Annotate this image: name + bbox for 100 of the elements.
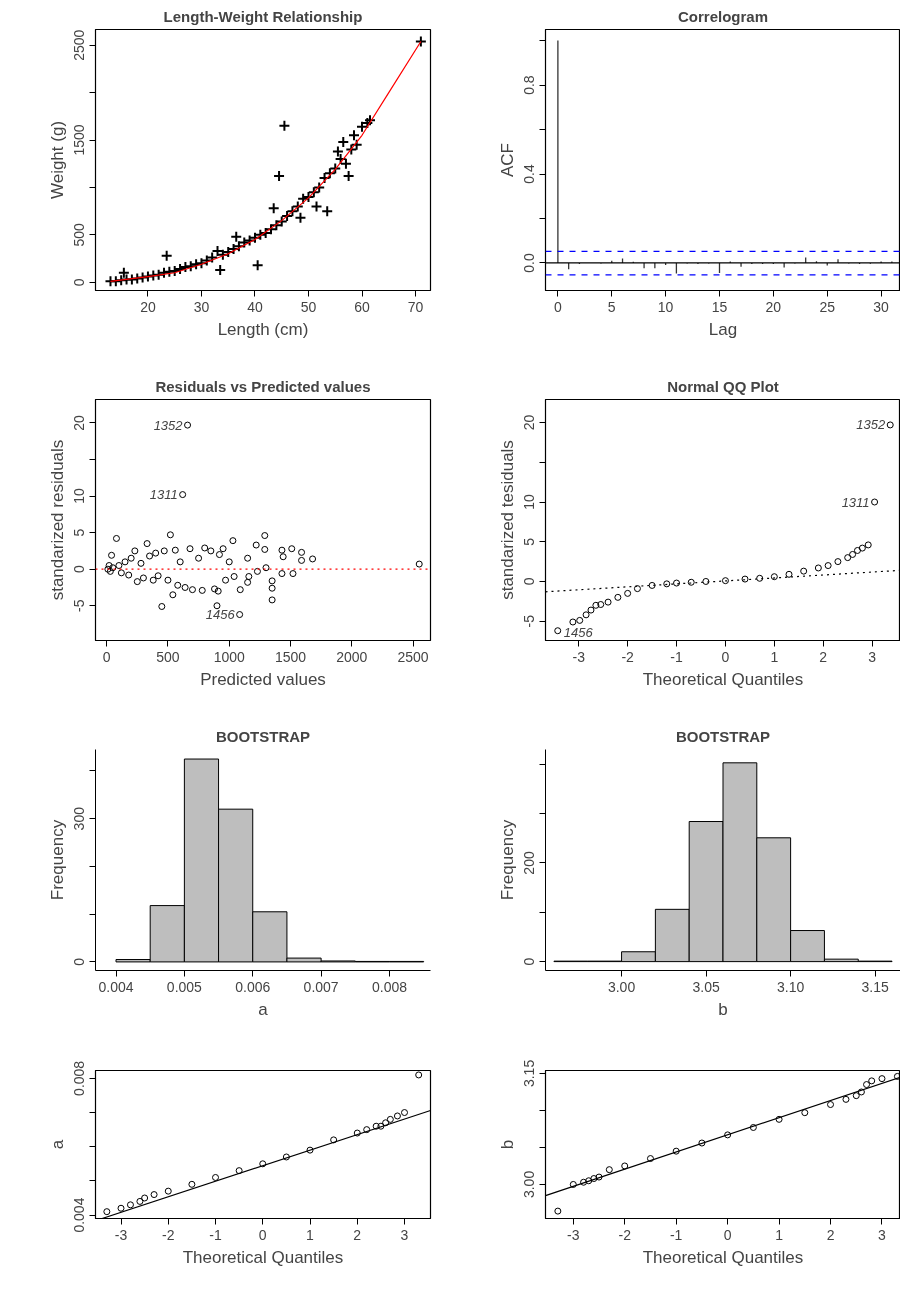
x-tick-label: -1 xyxy=(670,648,683,665)
x-tick-label: 2500 xyxy=(397,648,429,665)
annotation: 1352 xyxy=(153,417,184,433)
y-tick-label: 5 xyxy=(71,528,88,537)
x-tick-label: 30 xyxy=(873,298,890,315)
y-tick-label: 0.4 xyxy=(521,164,538,184)
x-axis-title: Lag xyxy=(708,319,738,339)
x-tick-label: 1 xyxy=(306,1226,315,1243)
y-axis-title: standarized tesiduals xyxy=(497,440,517,600)
x-tick-label: 5 xyxy=(607,298,616,315)
x-tick-label: 0 xyxy=(721,648,730,665)
x-tick-label: 0.008 xyxy=(371,978,408,995)
x-tick-label: 3 xyxy=(868,648,877,665)
y-tick-label: 3.00 xyxy=(521,1170,538,1199)
y-tick-label: -5 xyxy=(71,599,88,612)
x-tick-label: -2 xyxy=(162,1226,175,1243)
x-axis-title: a xyxy=(258,999,269,1019)
y-axis-title: standarized residuals xyxy=(47,439,67,601)
x-tick-label: 25 xyxy=(819,298,836,315)
x-tick-label: 0.006 xyxy=(235,978,271,995)
x-tick-label: 0 xyxy=(258,1226,267,1243)
y-tick-label: 5 xyxy=(521,537,538,546)
x-tick-label: 0.005 xyxy=(166,978,203,995)
x-tick-label: 50 xyxy=(300,298,317,315)
x-tick-label: 2 xyxy=(353,1226,362,1243)
x-tick-label: -2 xyxy=(618,1226,632,1243)
y-tick-label: 20 xyxy=(71,414,88,431)
x-tick-label: 70 xyxy=(407,298,424,315)
x-tick-label: 40 xyxy=(247,298,263,315)
y-axis-title: a xyxy=(47,1139,67,1150)
x-tick-label: -1 xyxy=(209,1226,222,1243)
y-tick-label: 0 xyxy=(71,278,88,287)
x-tick-label: 3.05 xyxy=(692,978,720,995)
y-tick-label: 10 xyxy=(521,494,538,510)
x-axis-title: Theoretical Quantiles xyxy=(182,1247,344,1267)
x-tick-label: 1500 xyxy=(274,648,307,665)
x-tick-label: 3.00 xyxy=(607,978,636,995)
y-axis-title: Frequency xyxy=(47,819,67,901)
y-tick-label: 0 xyxy=(71,957,88,966)
y-tick-label: 0 xyxy=(521,957,538,966)
y-axis-title: Frequency xyxy=(497,819,517,901)
x-tick-label: 1 xyxy=(775,1226,784,1243)
annotation: 1311 xyxy=(149,487,178,503)
x-tick-label: 0 xyxy=(723,1226,732,1243)
x-tick-label: 20 xyxy=(765,298,782,315)
chart-title: Correlogram xyxy=(677,7,769,25)
x-tick-label: 1 xyxy=(770,648,779,665)
y-tick-label: 200 xyxy=(521,851,538,875)
annotation: 1311 xyxy=(841,494,870,510)
y-tick-label: 2500 xyxy=(71,29,88,61)
x-axis-title: Theoretical Quantiles xyxy=(642,669,804,689)
chart-title: BOOTSTRAP xyxy=(675,727,771,745)
y-tick-label: 0 xyxy=(71,565,88,574)
x-tick-label: 2 xyxy=(819,648,828,665)
x-tick-label: 2000 xyxy=(336,648,368,665)
y-tick-label: 0.8 xyxy=(521,75,538,95)
x-tick-label: 0 xyxy=(102,648,111,665)
y-axis-title: b xyxy=(497,1139,517,1150)
x-tick-label: 0.004 xyxy=(98,978,134,995)
chart-title: Length-Weight Relationship xyxy=(163,7,363,25)
y-axis-title: Weight (g) xyxy=(47,120,67,200)
x-tick-label: -1 xyxy=(669,1226,683,1243)
y-tick-label: 500 xyxy=(71,222,88,247)
x-tick-label: 30 xyxy=(193,298,210,315)
annotation: 1456 xyxy=(563,625,594,641)
x-tick-label: 500 xyxy=(156,648,180,665)
x-tick-label: -2 xyxy=(621,648,635,665)
x-tick-label: -3 xyxy=(114,1226,128,1243)
y-tick-label: 0.0 xyxy=(521,252,538,273)
y-tick-label: 3.15 xyxy=(521,1059,538,1088)
x-tick-label: 3.10 xyxy=(776,978,805,995)
x-tick-label: 3 xyxy=(400,1226,409,1243)
x-tick-label: 1000 xyxy=(213,648,246,665)
y-tick-label: 0 xyxy=(521,577,538,586)
x-tick-label: 0 xyxy=(554,298,562,315)
x-tick-label: 60 xyxy=(354,298,370,315)
x-tick-label: -3 xyxy=(567,1226,580,1243)
annotation: 1352 xyxy=(856,417,886,433)
y-tick-label: 0.008 xyxy=(71,1060,88,1096)
x-axis-title: b xyxy=(718,999,728,1019)
x-axis-title: Length (cm) xyxy=(217,319,309,339)
annotation: 1456 xyxy=(205,607,236,623)
chart-title: BOOTSTRAP xyxy=(215,727,311,745)
y-tick-label: 1500 xyxy=(71,124,88,156)
x-tick-label: -3 xyxy=(572,648,586,665)
x-tick-label: 3.15 xyxy=(861,978,889,995)
x-tick-label: 20 xyxy=(140,298,156,315)
chart-title: Normal QQ Plot xyxy=(667,377,779,395)
x-tick-label: 0.007 xyxy=(303,978,339,995)
y-tick-label: 20 xyxy=(521,414,538,431)
y-tick-label: -5 xyxy=(521,614,538,628)
x-axis-title: Predicted values xyxy=(200,669,326,689)
x-tick-label: 3 xyxy=(878,1226,887,1243)
x-tick-label: 2 xyxy=(826,1226,835,1243)
y-tick-label: 300 xyxy=(71,806,88,831)
y-tick-label: 10 xyxy=(71,488,88,504)
chart-title: Residuals vs Predicted values xyxy=(155,377,371,395)
x-axis-title: Theoretical Quantiles xyxy=(642,1247,804,1267)
x-tick-label: 15 xyxy=(711,298,728,315)
y-axis-title: ACF xyxy=(497,143,517,177)
